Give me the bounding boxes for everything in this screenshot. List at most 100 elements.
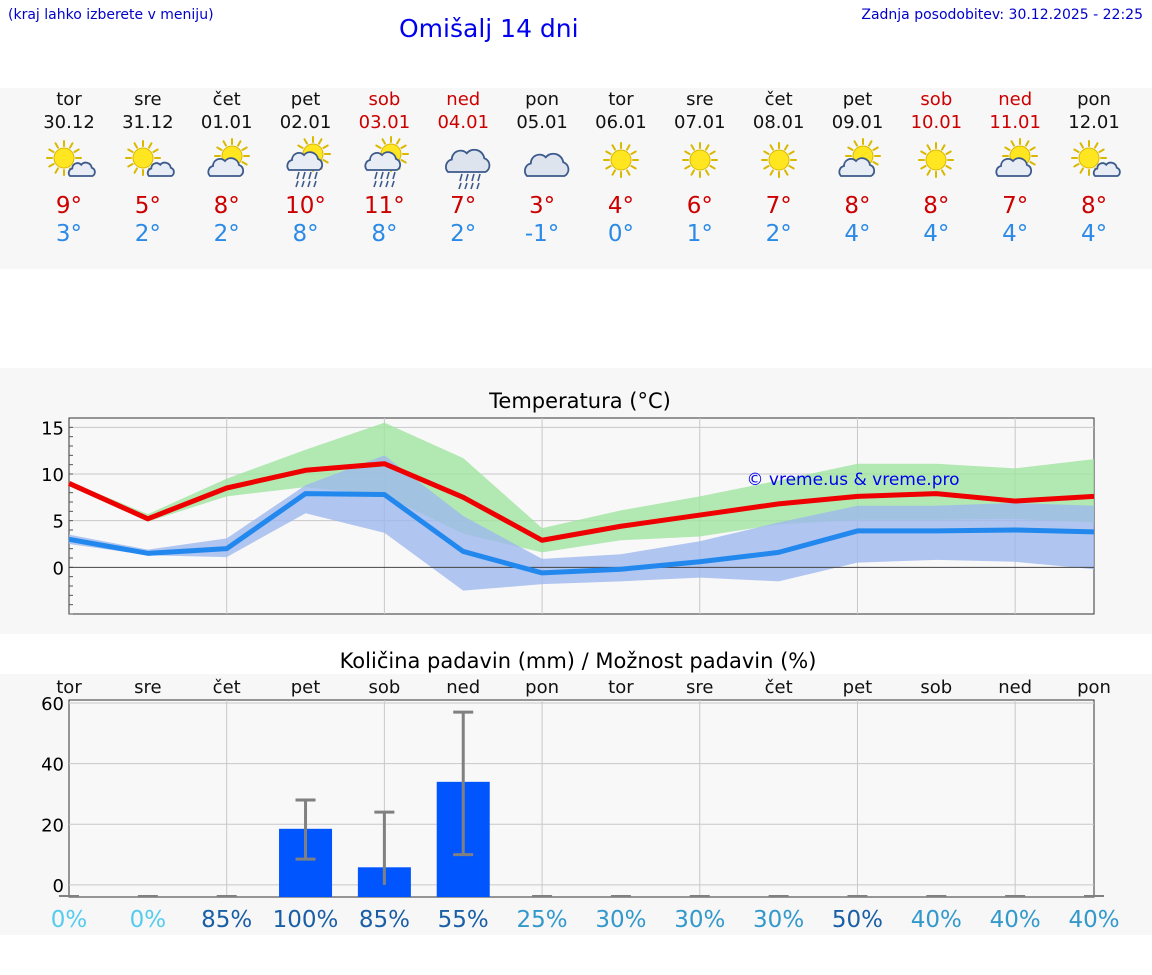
max-temp: 7° <box>450 193 477 219</box>
temp-line-max <box>67 461 1095 543</box>
cloud-sun-rain-icon <box>364 136 410 188</box>
day-date: 08.01 <box>752 112 805 133</box>
day-name: čet <box>212 89 241 110</box>
day-name: pet <box>290 89 321 110</box>
min-temp: 2° <box>450 221 477 247</box>
day-column: tor 06.01 4° 0° <box>576 88 666 248</box>
max-temp: 9° <box>55 193 83 219</box>
day-name: tor <box>56 89 82 110</box>
day-column: ned 04.01 7° 2° <box>418 88 508 248</box>
precip-day-label: tor <box>608 677 634 698</box>
weather-icon-cell <box>24 134 114 192</box>
day-date: 30.12 <box>43 112 95 133</box>
day-column: sob 03.01 11° 8° <box>339 88 429 248</box>
sun-icon <box>602 142 639 178</box>
max-temp: 7° <box>1002 193 1029 219</box>
precip-tick-label: 20 <box>41 815 64 836</box>
day-column: tor 30.12 9° 3° <box>24 88 114 248</box>
day-name: sob <box>368 89 401 110</box>
day-name: sre <box>686 89 714 110</box>
weather-icon-cell <box>813 134 903 192</box>
cloud-sun-icon <box>837 138 881 177</box>
min-temp: 4° <box>923 221 950 247</box>
temperature-chart-title: Temperatura (°C) <box>488 389 671 413</box>
weather-icon-cell <box>497 134 587 192</box>
min-temp: 2° <box>765 221 792 247</box>
day-column: čet 01.01 8° 2° <box>182 88 272 248</box>
precip-probability: 40% <box>911 907 962 933</box>
cloud-icon <box>524 152 570 177</box>
weather-icon-cell <box>339 134 429 192</box>
precip-tick-label: 60 <box>41 694 64 715</box>
precip-day-label: čet <box>765 677 793 698</box>
precip-day-label: pet <box>291 677 321 698</box>
min-temp: 4° <box>844 221 871 247</box>
sun-icon <box>918 142 955 178</box>
max-temp: 10° <box>285 193 326 219</box>
precip-probability: 30% <box>753 907 804 933</box>
day-date: 10.01 <box>910 112 963 133</box>
precip-day-label: ned <box>446 677 480 698</box>
temp-tick-label: 15 <box>41 418 64 439</box>
precip-probability: 55% <box>438 907 489 933</box>
max-temp: 7° <box>765 193 792 219</box>
day-name: sob <box>920 89 953 110</box>
min-temp: 2° <box>213 221 240 247</box>
day-date: 06.01 <box>595 112 647 133</box>
precip-probability: 40% <box>990 907 1041 933</box>
weather-icon-cell <box>103 134 193 192</box>
weather-icon-cell <box>182 134 272 192</box>
weather-icon-cell <box>261 134 351 192</box>
day-date: 04.01 <box>437 112 490 133</box>
sun-cloud-icon <box>1071 140 1121 177</box>
precip-day-label: čet <box>213 677 241 698</box>
temp-tick-label: 0 <box>53 558 64 579</box>
precip-probability: 30% <box>674 907 725 933</box>
forecast-band <box>0 88 1152 269</box>
precip-day-label: sob <box>368 677 400 698</box>
location-hint: (kraj lahko izberete v meniju) <box>8 7 214 23</box>
min-temp: 8° <box>292 221 319 247</box>
precip-probability: 30% <box>595 907 646 933</box>
precip-day-label: tor <box>56 677 82 698</box>
sun-cloud-icon <box>46 140 96 177</box>
min-temp: 8° <box>371 221 398 247</box>
page-title: Omišalj 14 dni <box>399 14 579 43</box>
weather-icon-cell <box>1049 134 1139 192</box>
day-column: ned 11.01 7° 4° <box>970 88 1060 248</box>
cloud-rain-icon <box>445 148 491 190</box>
max-temp: 6° <box>686 193 713 219</box>
day-date: 11.01 <box>989 112 1041 133</box>
precip-probability: 0% <box>51 907 88 933</box>
precip-probability: 25% <box>517 907 568 933</box>
temp-tick-label: 5 <box>53 512 64 533</box>
min-temp: 2° <box>134 221 161 247</box>
day-date: 12.01 <box>1068 112 1120 133</box>
min-temp: 0° <box>607 221 634 247</box>
day-column: pet 09.01 8° 4° <box>813 88 903 248</box>
day-name: ned <box>446 89 481 110</box>
min-temp: 1° <box>686 221 713 247</box>
day-column: pon 12.01 8° 4° <box>1049 88 1139 248</box>
day-column: sob 10.01 8° 4° <box>891 88 981 248</box>
precip-day-label: sre <box>134 677 161 698</box>
precipitation-chart: Količina padavin (mm) / Možnost padavin … <box>41 649 1119 933</box>
day-date: 07.01 <box>674 112 726 133</box>
cloud-sun-icon <box>207 138 250 177</box>
last-update: Zadnja posodobitev: 30.12.2025 - 22:25 <box>861 7 1143 23</box>
max-temp: 8° <box>844 193 871 219</box>
weather-icon-cell <box>655 134 745 192</box>
day-column: sre 31.12 5° 2° <box>103 88 193 248</box>
min-temp: 4° <box>1080 221 1108 247</box>
precip-tick-label: 40 <box>41 755 64 776</box>
precip-day-label: sob <box>920 677 952 698</box>
day-column: pet 02.01 10° 8° <box>261 88 351 248</box>
max-temp: 8° <box>213 193 240 219</box>
precip-day-label: pon <box>1077 677 1111 698</box>
day-name: tor <box>608 89 634 110</box>
precipitation-chart-title: Količina padavin (mm) / Možnost padavin … <box>340 649 817 673</box>
precip-probability: 85% <box>359 907 410 933</box>
day-column: čet 08.01 7° 2° <box>734 88 824 248</box>
cloud-sun-rain-icon <box>286 136 331 188</box>
weather-icon-cell <box>418 134 508 192</box>
